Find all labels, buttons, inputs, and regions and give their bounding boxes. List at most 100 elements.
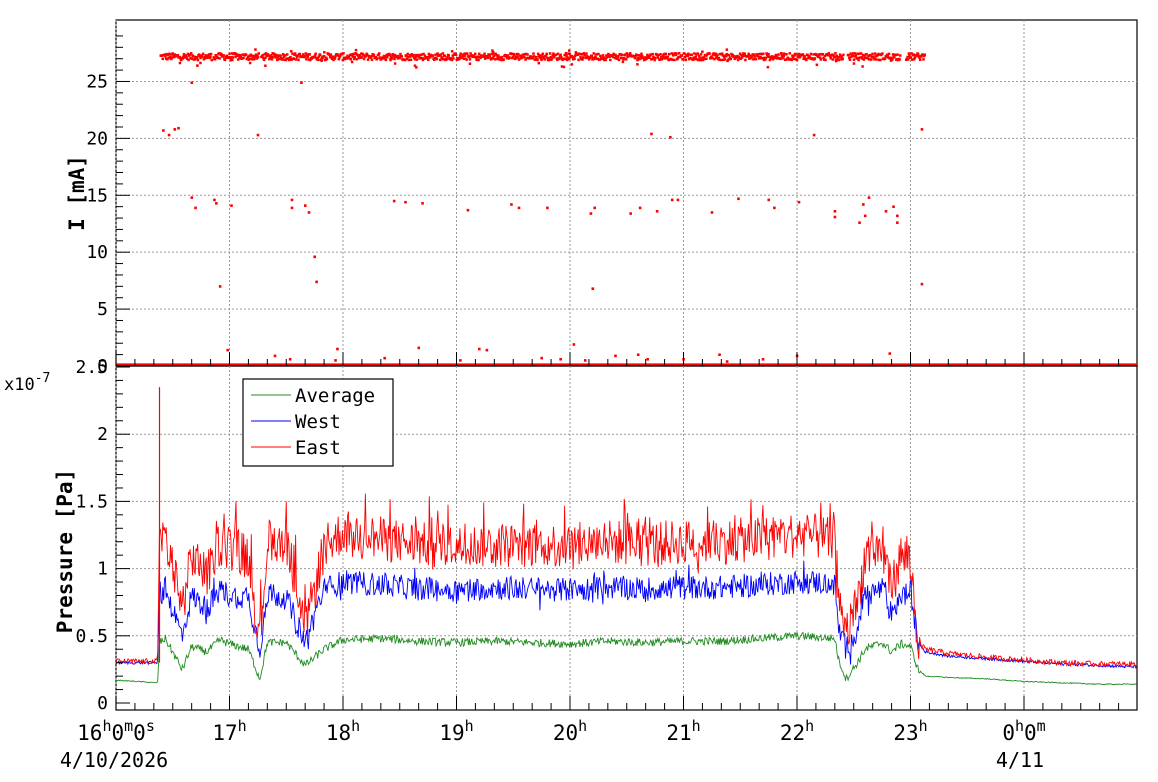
current-point — [551, 54, 554, 57]
current-point — [762, 52, 765, 56]
current-point — [290, 206, 294, 210]
current-point — [780, 54, 784, 57]
current-point — [771, 58, 775, 61]
current-point — [485, 348, 489, 352]
current-point — [301, 55, 304, 59]
current-point — [731, 53, 735, 57]
current-point — [493, 52, 496, 56]
current-point — [871, 52, 874, 56]
current-point — [218, 57, 221, 60]
current-point — [397, 54, 400, 58]
current-point — [280, 56, 283, 60]
current-point — [256, 133, 260, 137]
current-point — [233, 52, 237, 55]
current-point — [872, 56, 876, 60]
current-point — [642, 58, 646, 62]
current-point — [674, 53, 678, 57]
current-point — [766, 65, 770, 69]
current-point — [502, 58, 505, 61]
current-point — [849, 52, 852, 55]
current-point — [544, 54, 548, 57]
current-point — [768, 58, 772, 62]
current-point — [571, 57, 575, 61]
current-point — [439, 53, 443, 56]
current-point — [587, 58, 591, 61]
current-point — [252, 58, 256, 61]
current-point — [308, 53, 311, 56]
current-point — [244, 53, 248, 57]
current-point — [190, 57, 194, 61]
current-point — [656, 56, 660, 59]
current-point — [898, 58, 901, 61]
current-point — [495, 54, 498, 57]
current-point — [632, 54, 636, 58]
time-value: 20 — [553, 721, 578, 745]
current-point — [528, 55, 532, 58]
current-point — [466, 208, 470, 212]
current-point — [583, 359, 587, 362]
current-point — [336, 347, 339, 351]
current-point — [609, 58, 612, 62]
current-point — [865, 53, 868, 56]
current-point — [571, 55, 574, 59]
current-point — [404, 200, 407, 204]
current-point — [565, 54, 568, 58]
current-point — [268, 57, 271, 61]
current-point — [637, 54, 641, 57]
time-tick-label: 16h0m0s — [77, 717, 155, 745]
current-point — [875, 58, 878, 61]
current-point — [622, 57, 626, 60]
current-point — [436, 52, 439, 55]
current-point — [164, 57, 168, 60]
current-point — [887, 56, 890, 59]
current-point — [346, 54, 349, 58]
current-point — [173, 128, 177, 131]
current-point — [753, 55, 756, 58]
current-point — [697, 58, 700, 62]
current-point — [472, 54, 476, 57]
current-point — [491, 50, 495, 54]
current-point — [782, 54, 786, 58]
current-point — [861, 57, 864, 61]
current-point — [773, 206, 776, 210]
current-point — [591, 56, 595, 60]
current-point — [828, 54, 832, 58]
current-point — [896, 53, 899, 56]
current-point — [479, 56, 482, 60]
current-point — [671, 58, 674, 62]
current-point — [747, 52, 750, 56]
current-point — [742, 52, 745, 55]
current-point — [871, 55, 875, 58]
current-point — [554, 53, 558, 57]
current-point — [483, 52, 486, 56]
current-point — [913, 56, 917, 59]
current-point — [732, 55, 736, 58]
current-point — [589, 212, 593, 215]
current-point — [418, 57, 421, 60]
time-value: 0 — [1024, 721, 1037, 745]
current-point — [807, 56, 810, 60]
current-point — [239, 55, 243, 58]
current-point — [818, 53, 821, 56]
current-point — [354, 48, 358, 52]
current-point — [230, 56, 233, 59]
current-point — [199, 61, 202, 65]
current-point — [176, 54, 180, 57]
current-point — [205, 56, 209, 60]
current-point — [184, 55, 187, 59]
current-point — [713, 54, 717, 57]
current-point — [250, 54, 253, 57]
current-point — [378, 56, 382, 59]
current-point — [477, 58, 480, 62]
current-point — [189, 52, 193, 55]
current-point — [181, 57, 184, 60]
current-point — [256, 56, 260, 59]
current-point — [701, 56, 704, 59]
current-point — [883, 57, 887, 61]
current-point — [172, 55, 176, 59]
current-point — [300, 81, 303, 84]
current-point — [796, 55, 799, 59]
current-point — [833, 215, 837, 219]
current-point — [352, 57, 356, 61]
current-point — [722, 58, 725, 62]
